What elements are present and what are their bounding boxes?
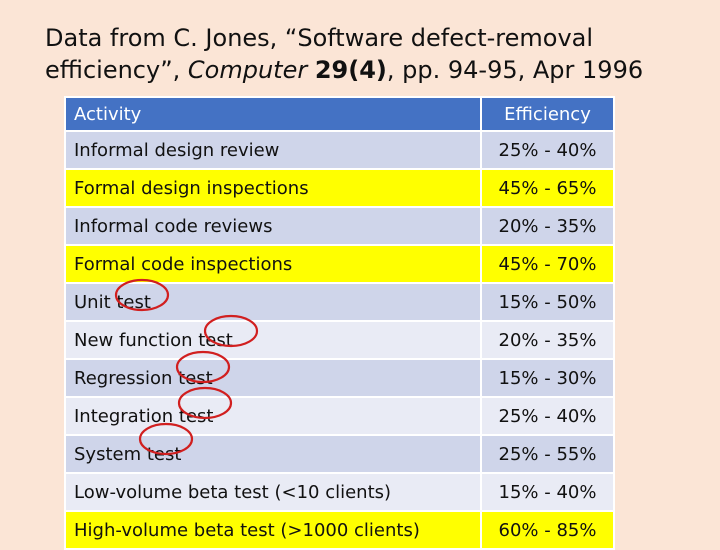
activity-cell: New function test	[64, 320, 482, 360]
table-body: Informal design review 25% - 40% Formal de…	[64, 130, 615, 550]
defect-removal-table: Activity Efficiency Informal design revi…	[64, 96, 615, 550]
activity-cell: Formal design inspections	[64, 168, 482, 208]
efficiency-cell: 25% - 40%	[480, 130, 615, 170]
activity-cell: Informal code reviews	[64, 206, 482, 246]
activity-cell: Integration test	[64, 396, 482, 436]
activity-cell: Regression test	[64, 358, 482, 398]
table-row: High-volume beta test (>1000 clients) 60%…	[64, 510, 615, 550]
header-efficiency: Efficiency	[480, 96, 615, 132]
table-row: Unit test 15% - 50%	[64, 282, 615, 322]
efficiency-cell: 25% - 55%	[480, 434, 615, 474]
efficiency-cell: 20% - 35%	[480, 206, 615, 246]
title-line-2-end: , pp. 94-95, Apr 1996	[386, 56, 644, 84]
table-row: Integration test 25% - 40%	[64, 396, 615, 436]
efficiency-cell: 20% - 35%	[480, 320, 615, 360]
table-row: Informal design review 25% - 40%	[64, 130, 615, 170]
activity-cell: Formal code inspections	[64, 244, 482, 284]
efficiency-cell: 25% - 40%	[480, 396, 615, 436]
title-line-1: Data from C. Jones, “Software defect-rem…	[45, 24, 594, 52]
table-row: Low-volume beta test (<10 clients) 15% - …	[64, 472, 615, 512]
title-line-2: efficiency”, Computer 29(4), pp. 94-95, …	[45, 54, 705, 86]
table-row: Formal design inspections 45% - 65%	[64, 168, 615, 208]
journal-name: Computer	[187, 56, 308, 84]
efficiency-cell: 60% - 85%	[480, 510, 615, 550]
efficiency-cell: 15% - 50%	[480, 282, 615, 322]
activity-cell: Informal design review	[64, 130, 482, 170]
efficiency-cell: 15% - 30%	[480, 358, 615, 398]
efficiency-cell: 45% - 70%	[480, 244, 615, 284]
title-line-2-start: efficiency”,	[45, 56, 188, 84]
activity-cell: High-volume beta test (>1000 clients)	[64, 510, 482, 550]
table-row: New function test 20% - 35%	[64, 320, 615, 360]
efficiency-cell: 15% - 40%	[480, 472, 615, 512]
activity-cell: Low-volume beta test (<10 clients)	[64, 472, 482, 512]
slide-title: Data from C. Jones, “Software defect-rem…	[45, 22, 705, 86]
table-row: System test 25% - 55%	[64, 434, 615, 474]
activity-cell: Unit test	[64, 282, 482, 322]
activity-cell: System test	[64, 434, 482, 474]
table-row: Regression test 15% - 30%	[64, 358, 615, 398]
journal-volume: 29(4)	[314, 56, 387, 84]
header-activity: Activity	[64, 96, 482, 132]
table-row: Informal code reviews 20% - 35%	[64, 206, 615, 246]
table-header-row: Activity Efficiency	[64, 96, 615, 132]
table-row: Formal code inspections 45% - 70%	[64, 244, 615, 284]
efficiency-cell: 45% - 65%	[480, 168, 615, 208]
